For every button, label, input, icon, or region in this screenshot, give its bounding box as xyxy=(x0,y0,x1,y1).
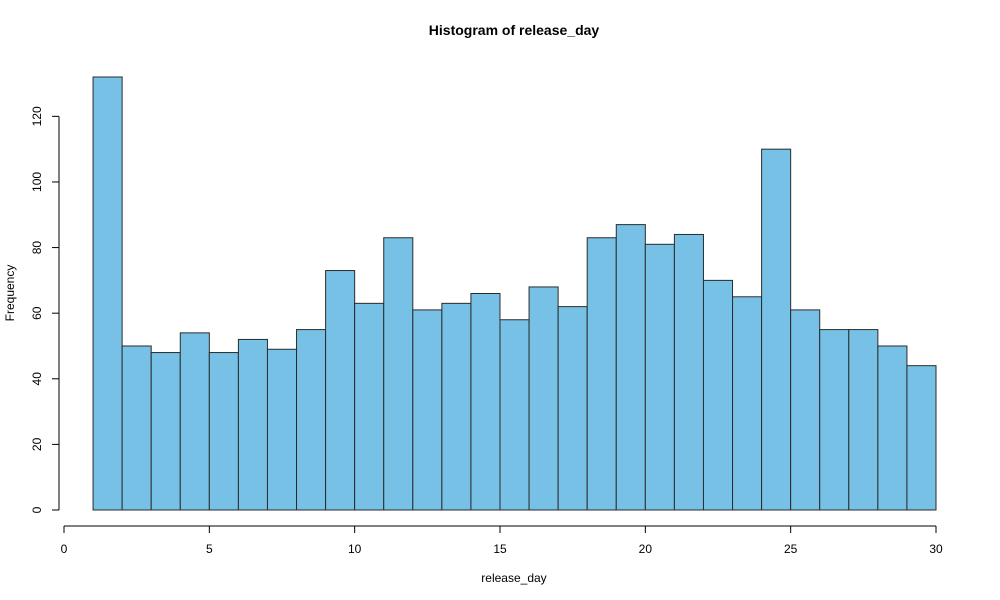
histogram-bar xyxy=(761,148,792,511)
y-tick-label: 20 xyxy=(30,437,44,451)
histogram-bar xyxy=(121,345,152,511)
histogram-bar xyxy=(877,345,908,511)
x-tick-label: 5 xyxy=(206,542,213,556)
histogram-bar xyxy=(819,329,850,511)
x-axis: 0 5 10 15 20 25 30 xyxy=(61,525,943,556)
histogram-bar xyxy=(441,302,472,511)
histogram-bar xyxy=(673,233,704,511)
histogram-bar xyxy=(266,348,298,511)
histogram-bar xyxy=(586,237,617,511)
y-tick-label: 100 xyxy=(30,172,44,192)
histogram-bar xyxy=(499,319,530,511)
y-tick-label: 80 xyxy=(30,241,44,255)
y-axis: 0 20 40 60 80 100 120 xyxy=(30,106,60,513)
histogram-bar xyxy=(383,237,414,511)
y-tick-label: 0 xyxy=(30,506,44,513)
histogram-bar xyxy=(354,302,385,511)
histogram-bar xyxy=(732,296,763,511)
histogram-bar xyxy=(615,224,646,511)
y-axis-label: Frequency xyxy=(3,265,17,322)
histogram-bar xyxy=(325,270,356,511)
histogram-bar xyxy=(237,338,268,511)
histogram-bar xyxy=(92,76,123,511)
x-tick-label: 30 xyxy=(929,542,943,556)
histogram-bar xyxy=(644,243,675,511)
x-tick-label: 25 xyxy=(784,542,798,556)
x-tick-label: 10 xyxy=(348,542,362,556)
x-tick-label: 15 xyxy=(493,542,507,556)
histogram-bar xyxy=(470,293,501,511)
histogram-bar xyxy=(528,286,559,511)
histogram-bar xyxy=(906,365,937,511)
histogram-bar xyxy=(208,352,239,511)
y-tick-label: 40 xyxy=(30,372,44,386)
histogram-bar xyxy=(296,329,327,511)
histogram-bar xyxy=(557,306,588,511)
x-tick-label: 20 xyxy=(639,542,653,556)
histogram-bar xyxy=(150,352,181,511)
histogram-bar xyxy=(848,329,879,511)
histogram-bar xyxy=(179,332,210,511)
histogram-bar xyxy=(702,279,734,511)
chart-title: Histogram of release_day xyxy=(429,22,600,38)
y-tick-label: 60 xyxy=(30,306,44,320)
y-tick-label: 120 xyxy=(30,106,44,126)
x-tick-label: 0 xyxy=(61,542,68,556)
x-axis-label: release_day xyxy=(481,571,546,585)
histogram-bar xyxy=(412,309,443,511)
bars-group xyxy=(92,76,937,511)
histogram-bar xyxy=(790,309,821,511)
